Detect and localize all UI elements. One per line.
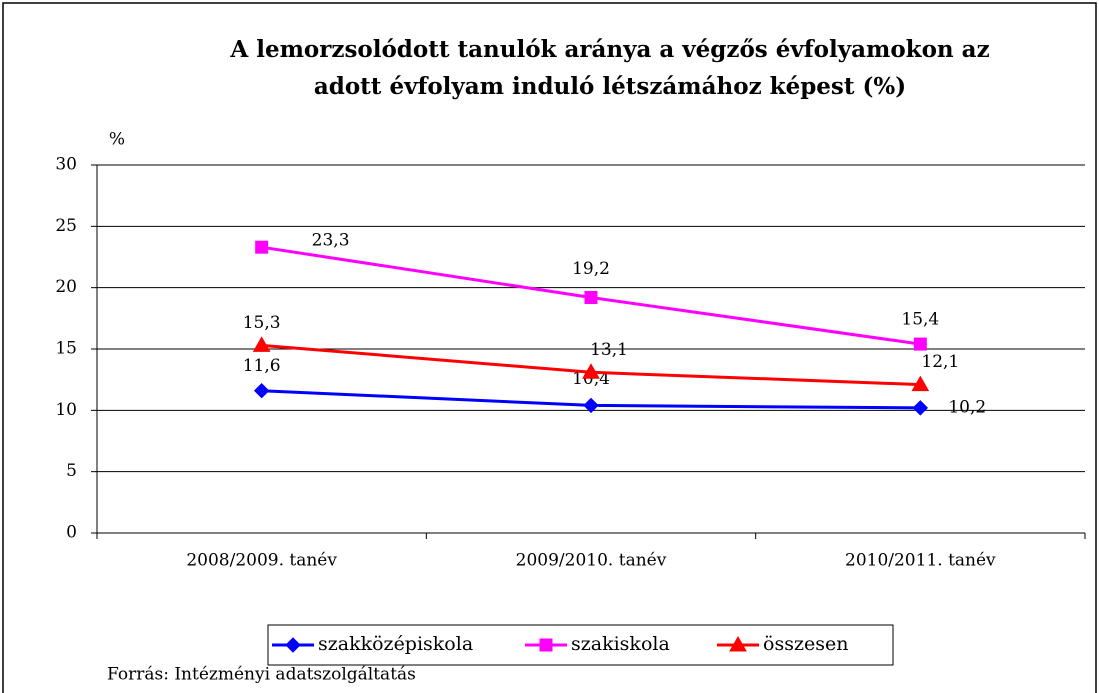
y-tick-label: 25	[55, 216, 77, 236]
chart-title: adott évfolyam induló létszámához képest…	[314, 73, 906, 100]
marker	[912, 400, 929, 416]
marker	[583, 397, 599, 414]
y-tick-label: 20	[55, 277, 77, 297]
legend-label: szakiskola	[571, 633, 670, 655]
y-axis-label: %	[109, 130, 125, 150]
marker	[253, 382, 270, 399]
legend-marker	[539, 638, 553, 652]
marker	[252, 336, 271, 352]
y-tick-label: 10	[55, 400, 77, 420]
data-label: 15,3	[243, 313, 281, 333]
data-label: 13,1	[590, 340, 628, 360]
data-label: 12,1	[921, 352, 959, 372]
y-tick-label: 5	[66, 461, 77, 481]
marker	[582, 363, 600, 379]
legend-marker	[729, 635, 747, 652]
y-tick-label: 15	[55, 339, 77, 359]
y-tick-label: 30	[55, 155, 77, 175]
x-tick-label: 2010/2011. tanév	[845, 551, 996, 571]
chart-title: A lemorzsolódott tanulók aránya a végzős…	[229, 36, 989, 63]
data-label: 15,4	[901, 310, 939, 330]
legend-box	[267, 624, 894, 666]
legend-label: szakközépiskola	[318, 633, 473, 655]
marker	[255, 240, 269, 254]
x-tick-label: 2009/2010. tanév	[516, 551, 667, 571]
data-label: 10,2	[948, 397, 986, 417]
data-label: 19,2	[572, 259, 610, 279]
x-tick-label: 2008/2009. tanév	[186, 551, 337, 571]
legend-label: összesen	[763, 633, 848, 655]
legend-marker	[285, 637, 301, 653]
source-note: Forrás: Intézményi adatszolgáltatás	[107, 665, 416, 685]
marker	[584, 290, 598, 304]
marker	[913, 337, 927, 351]
marker	[911, 375, 930, 392]
data-label: 23,3	[312, 231, 350, 251]
data-label: 11,6	[243, 356, 281, 376]
y-tick-label: 0	[66, 523, 77, 543]
